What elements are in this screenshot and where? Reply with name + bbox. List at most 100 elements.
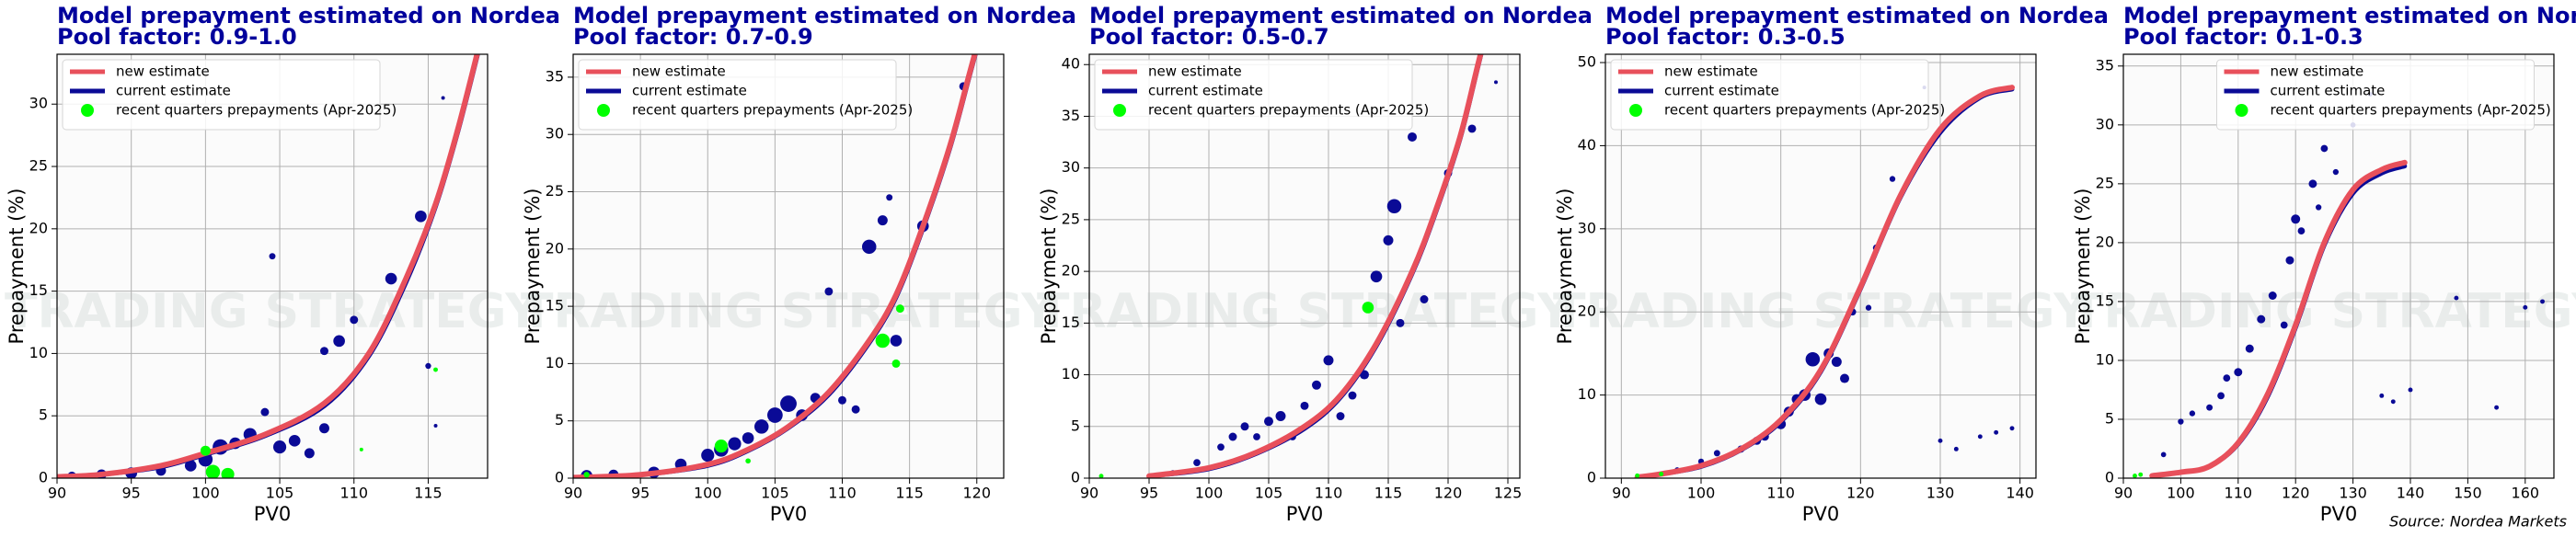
x-tick-label: 120 xyxy=(1846,485,1875,502)
x-axis-label: PV0 xyxy=(770,503,807,525)
y-tick-label: 5 xyxy=(39,406,48,424)
legend-label: current estimate xyxy=(116,83,231,99)
scatter-point xyxy=(1300,401,1309,410)
x-tick-label: 90 xyxy=(1080,485,1098,502)
scatter-point xyxy=(1275,411,1286,422)
y-tick-label: 50 xyxy=(1578,53,1596,71)
scatter-point xyxy=(1323,355,1334,366)
y-tick-label: 30 xyxy=(546,125,564,143)
scatter-point xyxy=(1383,234,1394,246)
legend-label: recent quarters prepayments (Apr-2025) xyxy=(2271,102,2551,119)
y-tick-label: 5 xyxy=(2105,409,2114,427)
scatter-point xyxy=(2320,144,2329,153)
legend-label: recent quarters prepayments (Apr-2025) xyxy=(116,102,397,119)
plot-frame xyxy=(572,53,1005,479)
y-tick-label: 0 xyxy=(1587,469,1596,486)
y-tick-label: 30 xyxy=(1062,158,1080,176)
scatter-point xyxy=(701,449,715,463)
recent-point xyxy=(1635,473,1640,478)
scatter-point xyxy=(2454,295,2459,301)
scatter-point xyxy=(288,434,301,447)
y-tick-label: 40 xyxy=(1062,55,1080,73)
x-tick-label: 105 xyxy=(1255,485,1283,502)
x-tick-label: 90 xyxy=(1612,485,1630,502)
y-tick-label: 10 xyxy=(546,354,564,371)
legend-label: new estimate xyxy=(1148,63,1242,80)
plot-content xyxy=(1098,54,1498,478)
watermark: TRADING STRATEGY xyxy=(5,284,541,339)
y-tick-label: 5 xyxy=(555,411,564,428)
model-curve xyxy=(573,54,978,478)
scatter-point xyxy=(1713,450,1720,457)
y-axis-label: Prepayment (%) xyxy=(2072,189,2094,345)
scatter-point xyxy=(890,335,903,347)
y-tick-label: 20 xyxy=(29,219,48,236)
legend-box xyxy=(578,59,897,131)
y-tick-label: 15 xyxy=(546,297,564,314)
scatter-point xyxy=(319,423,329,434)
x-tick-label: 160 xyxy=(2512,485,2540,502)
x-tick-label: 130 xyxy=(1926,485,1955,502)
scatter-point xyxy=(1228,432,1237,441)
recent-point xyxy=(1362,302,1374,314)
legend-label: current estimate xyxy=(2271,83,2386,99)
scatter-point xyxy=(1467,124,1477,133)
scatter-point xyxy=(1386,199,1402,214)
y-tick-label: 0 xyxy=(39,469,48,486)
recent-point xyxy=(875,333,891,348)
recent-point xyxy=(359,447,363,451)
legend: new estimate current estimate recent quart… xyxy=(1610,59,1945,131)
x-tick-label: 100 xyxy=(191,485,220,502)
scatter-point xyxy=(1977,434,1983,440)
watermark: TRADING STRATEGY xyxy=(2071,284,2576,339)
legend-box xyxy=(62,59,381,131)
legend-label: current estimate xyxy=(1148,83,1263,99)
panel: Model prepayment estimated on NordeaPool… xyxy=(521,3,1076,525)
x-tick-label: 115 xyxy=(1374,485,1403,502)
scatter-point xyxy=(1396,318,1405,327)
scatter-point xyxy=(2297,227,2306,234)
scatter-point xyxy=(1840,373,1849,383)
scatter-point xyxy=(2234,368,2243,377)
x-tick-label: 120 xyxy=(2282,485,2310,502)
scatter-point xyxy=(2390,399,2396,405)
x-tick-label: 130 xyxy=(2339,485,2367,502)
chart-subtitle: Pool factor: 0.1-0.3 xyxy=(2123,24,2363,50)
scatter-point xyxy=(441,96,445,100)
scatter-point xyxy=(2315,204,2322,211)
x-tick-label: 100 xyxy=(1687,485,1716,502)
plot-frame xyxy=(2122,53,2555,479)
scatter-point xyxy=(2257,314,2266,324)
x-axis-label: PV0 xyxy=(254,503,291,525)
x-tick-label: 120 xyxy=(962,485,991,502)
scatter-point xyxy=(1348,391,1357,400)
chart-subtitle: Pool factor: 0.5-0.7 xyxy=(1089,24,1329,50)
x-tick-label: 150 xyxy=(2454,485,2482,502)
y-tick-label: 30 xyxy=(2096,115,2114,132)
legend-swatch xyxy=(1113,104,1126,117)
scatter-point xyxy=(320,347,328,356)
watermark: TRADING STRATEGY xyxy=(521,284,1057,339)
x-tick-label: 100 xyxy=(2167,485,2195,502)
y-tick-label: 0 xyxy=(555,469,564,486)
scatter-point xyxy=(2178,418,2184,425)
scatter-point xyxy=(2245,344,2254,353)
x-tick-label: 140 xyxy=(2006,485,2034,502)
x-tick-label: 120 xyxy=(1434,485,1463,502)
y-tick-label: 15 xyxy=(2096,291,2114,309)
legend: new estimate current estimate recent quart… xyxy=(578,59,913,131)
y-tick-label: 25 xyxy=(546,182,564,200)
plot-content xyxy=(1634,85,2015,478)
y-tick-label: 10 xyxy=(1062,365,1080,383)
y-tick-label: 5 xyxy=(1071,417,1080,434)
recent-point xyxy=(205,464,221,478)
panel: Model prepayment estimated on NordeaPool… xyxy=(1553,3,2109,525)
recent-point xyxy=(895,304,904,314)
plot-content xyxy=(573,54,978,478)
y-tick-label: 25 xyxy=(2096,174,2114,191)
scatter-point xyxy=(2206,404,2214,411)
scatter-point xyxy=(824,287,834,296)
scatter-point xyxy=(1336,412,1345,421)
chart-subtitle: Pool factor: 0.9-1.0 xyxy=(57,24,297,50)
scatter-point xyxy=(728,437,742,451)
